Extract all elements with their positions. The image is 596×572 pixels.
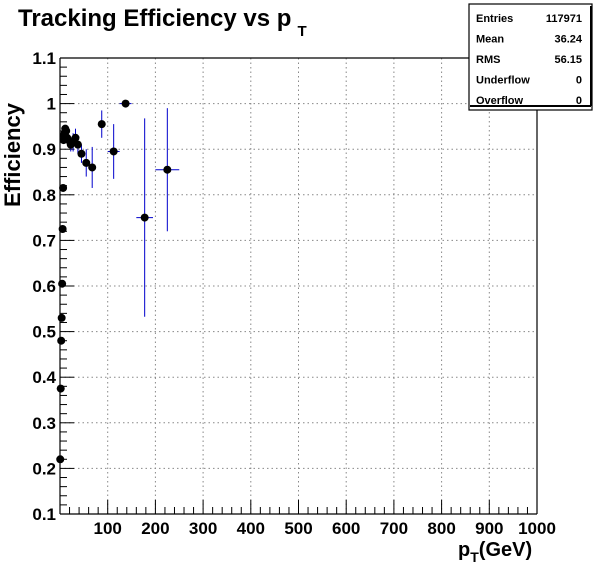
data-point (140, 213, 149, 222)
data-point (57, 336, 66, 345)
stats-rows: Entries 117971 Mean 36.24 RMS 56.15 Underflow 0… (476, 13, 583, 107)
chart-title-subscript: T (297, 23, 306, 40)
stats-label: Mean (476, 34, 504, 46)
chart-title-main: Tracking Efficiency vs p (18, 5, 291, 32)
x-axis-label: pT(GeV) (458, 539, 532, 565)
data-points (56, 99, 172, 464)
chart-title: Tracking Efficiency vs p T (18, 5, 307, 40)
x-tick-label: 800 (427, 519, 455, 538)
stats-label: Overflow (476, 95, 524, 107)
x-tick-label: 500 (284, 519, 312, 538)
data-point (88, 163, 97, 172)
data-point (97, 120, 106, 129)
data-point (77, 149, 86, 158)
data-point (71, 133, 80, 142)
stats-box-frame (468, 3, 593, 111)
data-point (58, 225, 67, 233)
x-tick-label: 1000 (518, 519, 556, 538)
stats-value: 0 (576, 75, 582, 87)
data-point (82, 158, 91, 167)
x-tick-label: 100 (94, 519, 122, 538)
stats-label: Underflow (476, 75, 530, 87)
y-tick-label: 0.2 (32, 459, 56, 478)
y-tick-label: 0.1 (32, 505, 56, 524)
y-tick-label: 0.8 (32, 186, 56, 205)
stats-label: Entries (476, 13, 513, 25)
data-point (56, 384, 65, 393)
y-tick-labels: 0.1 0.2 0.3 0.4 0.5 0.6 0.7 0.8 0.9 1 1.1 (32, 49, 56, 524)
x-axis-label-subscript: T (470, 549, 479, 565)
y-tick-label: 0.6 (32, 277, 56, 296)
y-tick-label: 1.1 (32, 49, 56, 68)
y-tick-label: 0.3 (32, 414, 56, 433)
x-axis-label-main: p (458, 539, 470, 561)
x-tick-label: 200 (141, 519, 169, 538)
x-axis-label-rest: (GeV) (479, 539, 532, 561)
data-point (62, 126, 71, 135)
data-point (121, 99, 130, 108)
y-tick-label: 0.9 (32, 140, 56, 159)
data-point (56, 455, 65, 464)
data-point (58, 279, 67, 288)
tick-marks (60, 57, 538, 515)
data-point (109, 147, 118, 156)
y-tick-label: 0.5 (32, 323, 56, 342)
data-point (163, 165, 172, 174)
y-axis-label: Efficiency (0, 102, 25, 207)
x-tick-label: 900 (475, 519, 503, 538)
x-tick-label: 400 (237, 519, 265, 538)
stats-value: 0 (576, 95, 582, 107)
data-point (73, 140, 82, 149)
data-point (57, 313, 66, 322)
y-tick-label: 1 (47, 95, 56, 114)
data-point (59, 183, 68, 192)
x-tick-label: 700 (380, 519, 408, 538)
stats-value: 36.24 (554, 34, 582, 46)
stats-label: RMS (476, 54, 500, 66)
x-tick-label: 300 (189, 519, 217, 538)
axes (59, 57, 538, 515)
stats-box: Entries 117971 Mean 36.24 RMS 56.15 Underflow 0… (468, 3, 593, 111)
x-tick-label: 600 (332, 519, 360, 538)
y-tick-label: 0.4 (32, 368, 56, 387)
stats-value: 117971 (546, 13, 582, 25)
x-tick-labels: 100 200 300 400 500 600 700 800 900 1000 (94, 519, 556, 538)
stats-value: 56.15 (554, 54, 582, 66)
y-tick-label: 0.7 (32, 231, 56, 250)
